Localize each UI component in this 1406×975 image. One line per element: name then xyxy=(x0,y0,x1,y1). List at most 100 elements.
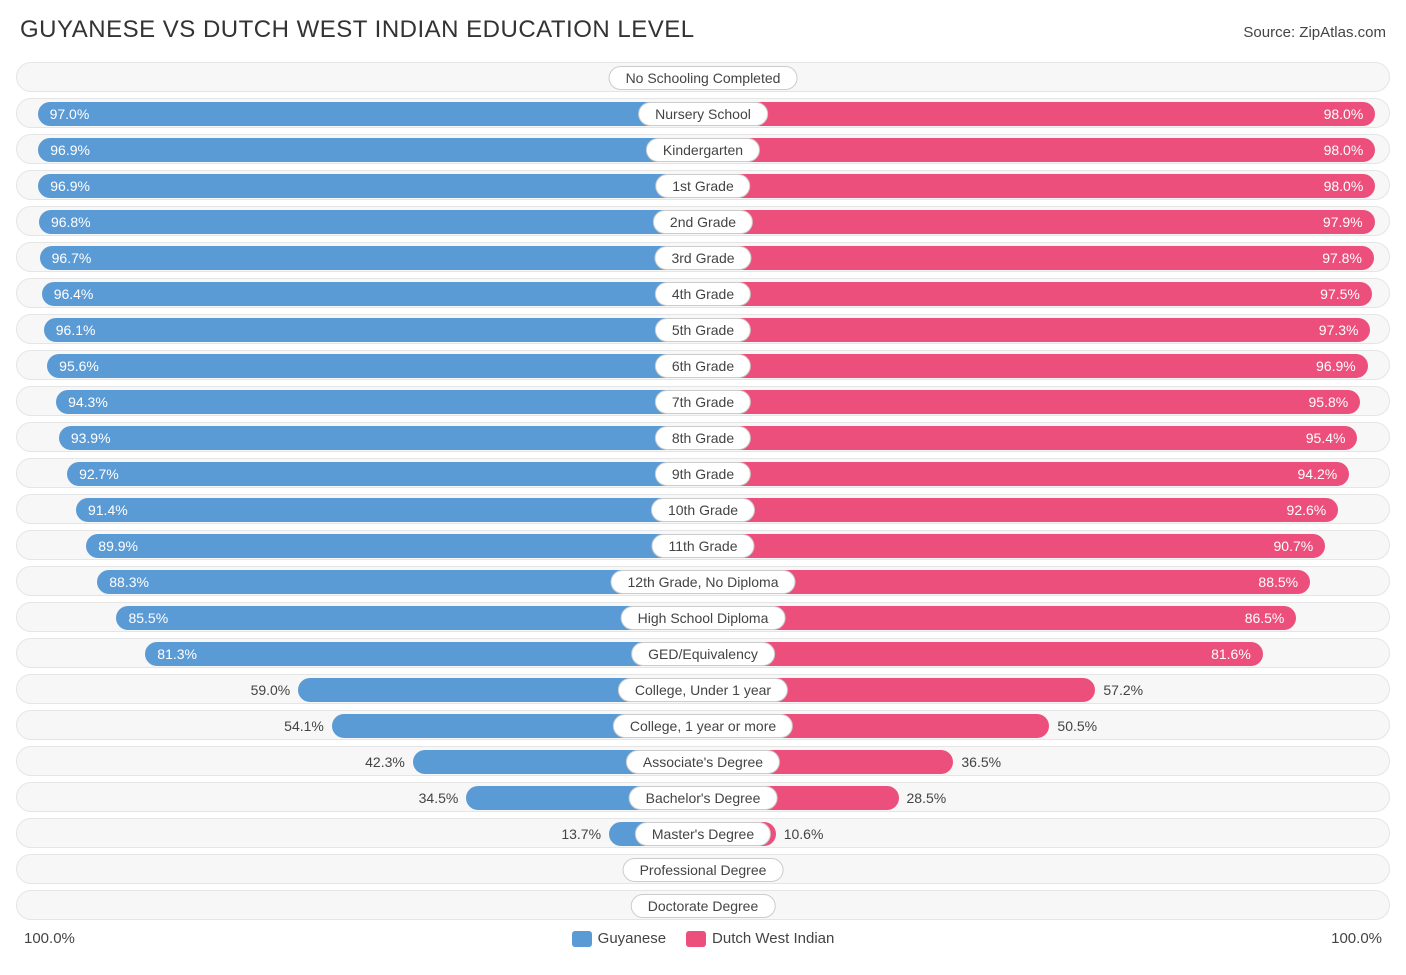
chart-row: 91.4%92.6%10th Grade xyxy=(16,494,1390,524)
chart-footer: 100.0% Guyanese Dutch West Indian 100.0% xyxy=(16,930,1390,947)
category-label: College, Under 1 year xyxy=(618,678,788,702)
category-label: Kindergarten xyxy=(646,138,760,162)
value-right: 96.9% xyxy=(1316,351,1368,381)
chart-row: 42.3%36.5%Associate's Degree xyxy=(16,746,1390,776)
value-right: 86.5% xyxy=(1245,603,1297,633)
chart-row: 1.4%1.3%Doctorate Degree xyxy=(16,890,1390,920)
chart-row: 95.6%96.9%6th Grade xyxy=(16,350,1390,380)
value-left: 89.9% xyxy=(86,531,138,561)
chart-row: 54.1%50.5%College, 1 year or more xyxy=(16,710,1390,740)
bar-right xyxy=(703,426,1357,450)
source-label: Source: xyxy=(1243,24,1295,41)
bar-right xyxy=(703,606,1296,630)
value-right: 98.0% xyxy=(1324,171,1376,201)
category-label: 3rd Grade xyxy=(654,246,751,270)
value-left: 97.0% xyxy=(38,99,90,129)
bar-right xyxy=(703,462,1349,486)
value-left: 96.9% xyxy=(38,171,90,201)
value-left: 13.7% xyxy=(561,819,609,849)
chart-row: 88.3%88.5%12th Grade, No Diploma xyxy=(16,566,1390,596)
value-left: 81.3% xyxy=(145,639,197,669)
category-label: Bachelor's Degree xyxy=(629,786,778,810)
chart-row: 89.9%90.7%11th Grade xyxy=(16,530,1390,560)
legend-swatch-left xyxy=(572,931,592,947)
chart-row: 85.5%86.5%High School Diploma xyxy=(16,602,1390,632)
bar-right xyxy=(703,642,1263,666)
bar-left xyxy=(40,246,703,270)
category-label: 2nd Grade xyxy=(653,210,753,234)
category-label: 1st Grade xyxy=(655,174,750,198)
value-right: 98.0% xyxy=(1324,99,1376,129)
bar-right xyxy=(703,390,1360,414)
bar-right xyxy=(703,210,1375,234)
bar-left xyxy=(38,102,703,126)
chart-row: 13.7%10.6%Master's Degree xyxy=(16,818,1390,848)
value-right: 90.7% xyxy=(1274,531,1326,561)
category-label: Professional Degree xyxy=(623,858,784,882)
category-label: Doctorate Degree xyxy=(631,894,776,918)
category-label: High School Diploma xyxy=(621,606,786,630)
value-left: 34.5% xyxy=(419,783,467,813)
bar-right xyxy=(703,498,1338,522)
chart-row: 96.8% 97.9% 2nd Grade xyxy=(16,206,1390,236)
category-label: 7th Grade xyxy=(655,390,751,414)
axis-max-right: 100.0% xyxy=(1331,930,1382,947)
value-left: 94.3% xyxy=(56,387,108,417)
value-right: 94.2% xyxy=(1298,459,1350,489)
value-left: 96.4% xyxy=(42,279,94,309)
value-right: 50.5% xyxy=(1049,711,1097,741)
chart-row: 97.0% 98.0% Nursery School xyxy=(16,98,1390,128)
bar-right xyxy=(703,282,1372,306)
bar-right xyxy=(703,102,1375,126)
legend-swatch-right xyxy=(686,931,706,947)
value-right: 88.5% xyxy=(1258,567,1310,597)
value-right: 98.0% xyxy=(1324,135,1376,165)
value-left: 88.3% xyxy=(97,567,149,597)
category-label: 9th Grade xyxy=(655,462,751,486)
value-left: 96.8% xyxy=(39,207,91,237)
diverging-bar-chart: 3.0%2.1%No Schooling Completed97.0%98.0%… xyxy=(16,62,1390,920)
chart-source: Source: ZipAtlas.com xyxy=(1243,24,1386,41)
chart-row: 34.5% 28.5% Bachelor's Degree xyxy=(16,782,1390,812)
chart-row: 96.9% 98.0% 1st Grade xyxy=(16,170,1390,200)
bar-left xyxy=(39,210,703,234)
category-label: 6th Grade xyxy=(655,354,751,378)
value-right: 95.4% xyxy=(1306,423,1358,453)
bar-left xyxy=(38,138,703,162)
bar-left xyxy=(38,174,703,198)
value-left: 96.1% xyxy=(44,315,96,345)
value-right: 95.8% xyxy=(1309,387,1361,417)
source-name: ZipAtlas.com xyxy=(1299,24,1386,41)
bar-left xyxy=(47,354,703,378)
chart-row: 96.9%98.0%Kindergarten xyxy=(16,134,1390,164)
value-right: 97.9% xyxy=(1323,207,1375,237)
axis-max-left: 100.0% xyxy=(24,930,75,947)
bar-left xyxy=(59,426,703,450)
category-label: 8th Grade xyxy=(655,426,751,450)
bar-left xyxy=(116,606,703,630)
chart-row: 94.3% 95.8% 7th Grade xyxy=(16,386,1390,416)
category-label: Nursery School xyxy=(638,102,768,126)
category-label: No Schooling Completed xyxy=(609,66,798,90)
category-label: Associate's Degree xyxy=(626,750,780,774)
chart-row: 81.3% 81.6% GED/Equivalency xyxy=(16,638,1390,668)
value-right: 81.6% xyxy=(1211,639,1263,669)
chart-row: 96.1%97.3%5th Grade xyxy=(16,314,1390,344)
chart-row: 3.8%3.1%Professional Degree xyxy=(16,854,1390,884)
legend-label-left: Guyanese xyxy=(598,930,666,947)
legend-label-right: Dutch West Indian xyxy=(712,930,834,947)
bar-right xyxy=(703,246,1374,270)
value-right: 10.6% xyxy=(776,819,824,849)
bar-left xyxy=(67,462,703,486)
bar-right xyxy=(703,354,1368,378)
value-right: 97.3% xyxy=(1319,315,1371,345)
value-left: 42.3% xyxy=(365,747,413,777)
bar-right xyxy=(703,174,1375,198)
bar-left xyxy=(86,534,703,558)
category-label: College, 1 year or more xyxy=(613,714,793,738)
value-right: 28.5% xyxy=(899,783,947,813)
legend-item-left: Guyanese xyxy=(572,930,666,947)
category-label: GED/Equivalency xyxy=(631,642,775,666)
bar-right xyxy=(703,534,1325,558)
bar-left xyxy=(56,390,703,414)
